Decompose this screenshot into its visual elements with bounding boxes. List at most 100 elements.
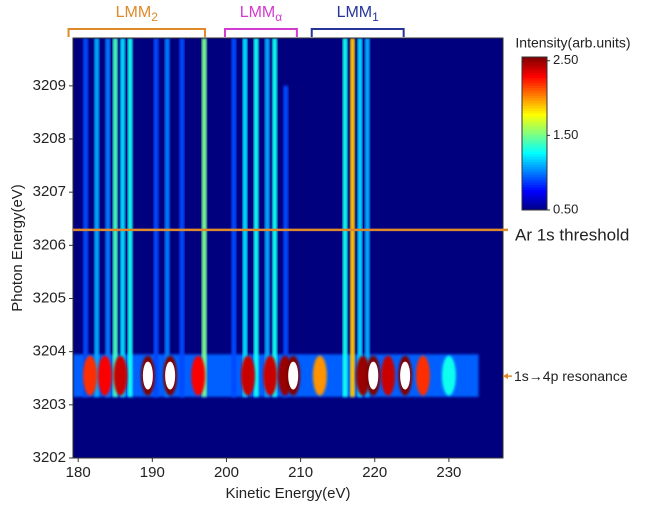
streak — [201, 38, 207, 397]
colorbar-tick-label: 2.50 — [553, 52, 578, 67]
resonance-peak — [240, 355, 255, 396]
bracket-label-text: LMM — [337, 4, 373, 21]
colorbar-swatch — [522, 199, 547, 203]
colorbar-swatch — [522, 169, 547, 173]
y-axis-label: Photon Energy(eV) — [9, 184, 26, 312]
x-tick-label: 200 — [214, 464, 239, 481]
colorbar-swatch — [522, 67, 547, 71]
bracket-label-text: LMM — [116, 4, 152, 21]
plot-frame — [72, 37, 504, 459]
resonance-peak — [312, 355, 327, 396]
saturated-core — [142, 361, 153, 390]
resonance-peak — [441, 355, 456, 396]
annotation: Ar 1s threshold — [515, 225, 629, 244]
streak — [272, 38, 278, 397]
streak — [179, 38, 185, 397]
colorbar-title: Intensity(arb.units) — [515, 35, 630, 51]
y-tick-label: 3207 — [33, 183, 66, 200]
colorbar-swatch — [522, 189, 547, 193]
streak — [127, 38, 133, 397]
x-tick-label: 190 — [140, 464, 165, 481]
heatmap — [73, 38, 503, 458]
colorbar-tick-label: 1.50 — [553, 127, 578, 142]
colorbar-swatch — [522, 120, 547, 124]
bracket-label: LMM2 — [116, 4, 159, 24]
colorbar-frame — [521, 56, 548, 211]
colorbar-swatch — [522, 194, 547, 198]
colorbar-swatch — [522, 207, 547, 211]
y-tick-label: 3204 — [33, 343, 66, 360]
colorbar-swatch — [522, 64, 547, 68]
colorbar-swatch — [522, 118, 547, 122]
x-tick-label: 220 — [362, 464, 387, 481]
colorbar-swatch — [522, 181, 547, 185]
resonance-peak — [263, 355, 278, 396]
streak — [364, 38, 370, 397]
streak — [164, 38, 170, 397]
colorbar-swatch — [522, 74, 547, 78]
colorbar-swatch — [522, 187, 547, 191]
streak — [105, 38, 111, 397]
colorbar-swatch — [522, 151, 547, 155]
annotation: 1s→4p resonance — [514, 368, 628, 384]
saturated-core — [288, 361, 299, 390]
colorbar-swatch — [522, 136, 547, 140]
bracket-label-sub: 2 — [151, 10, 158, 24]
colorbar-swatch — [522, 133, 547, 137]
colorbar-swatch — [522, 82, 547, 86]
colorbar-swatch — [522, 72, 547, 76]
colorbar-swatch — [522, 125, 547, 129]
resonance-peak — [97, 355, 112, 396]
y-tick-label: 3203 — [33, 396, 66, 413]
colorbar-swatch — [522, 123, 547, 127]
streak — [231, 38, 237, 397]
bracket-label-sub: α — [275, 10, 282, 24]
y-tick-label: 3202 — [33, 449, 66, 466]
annotation-arrowhead — [503, 373, 508, 380]
y-tick-label: 3205 — [33, 289, 66, 306]
streak — [350, 38, 355, 397]
x-tick-label: 180 — [66, 464, 91, 481]
colorbar-swatch — [522, 59, 547, 63]
colorbar-swatch — [522, 159, 547, 163]
x-tick-label: 210 — [288, 464, 313, 481]
colorbar-swatch — [522, 128, 547, 132]
colorbar-swatch — [522, 176, 547, 180]
colorbar-swatch — [522, 141, 547, 145]
y-tick-label: 3206 — [33, 236, 66, 253]
colorbar-swatch — [522, 110, 547, 114]
bracket-label: LMMα — [240, 4, 283, 24]
resonance-peak — [191, 355, 206, 396]
colorbar-swatch — [522, 115, 547, 119]
colorbar-swatch — [522, 57, 547, 61]
colorbar-swatch — [522, 161, 547, 165]
colorbar-swatch — [522, 97, 547, 101]
colorbar-swatch — [522, 202, 547, 206]
colorbar-swatch — [522, 130, 547, 134]
bracket-label-text: LMM — [240, 4, 276, 21]
colorbar-tick-label: 0.50 — [553, 201, 578, 216]
colorbar-swatch — [522, 138, 547, 142]
colorbar-swatch — [522, 108, 547, 112]
colorbar-swatch — [522, 197, 547, 201]
resonance-peak — [83, 355, 98, 396]
saturated-core — [165, 361, 176, 390]
colorbar-swatch — [522, 153, 547, 157]
streak — [264, 38, 270, 397]
x-axis-label: Kinetic Energy(eV) — [225, 485, 350, 502]
bracket-label-sub: 1 — [372, 10, 379, 24]
resonance-peak — [113, 355, 128, 396]
streak — [342, 38, 348, 397]
streak — [83, 38, 89, 397]
streak — [253, 38, 259, 397]
colorbar-swatch — [522, 146, 547, 150]
colorbar-swatch — [522, 166, 547, 170]
y-tick-label: 3209 — [33, 77, 66, 94]
resonance-peak — [381, 355, 396, 396]
streak — [153, 38, 159, 397]
colorbar-swatch — [522, 164, 547, 168]
colorbar-swatch — [522, 113, 547, 117]
colorbar-swatch — [522, 69, 547, 73]
colorbar-swatch — [522, 192, 547, 196]
